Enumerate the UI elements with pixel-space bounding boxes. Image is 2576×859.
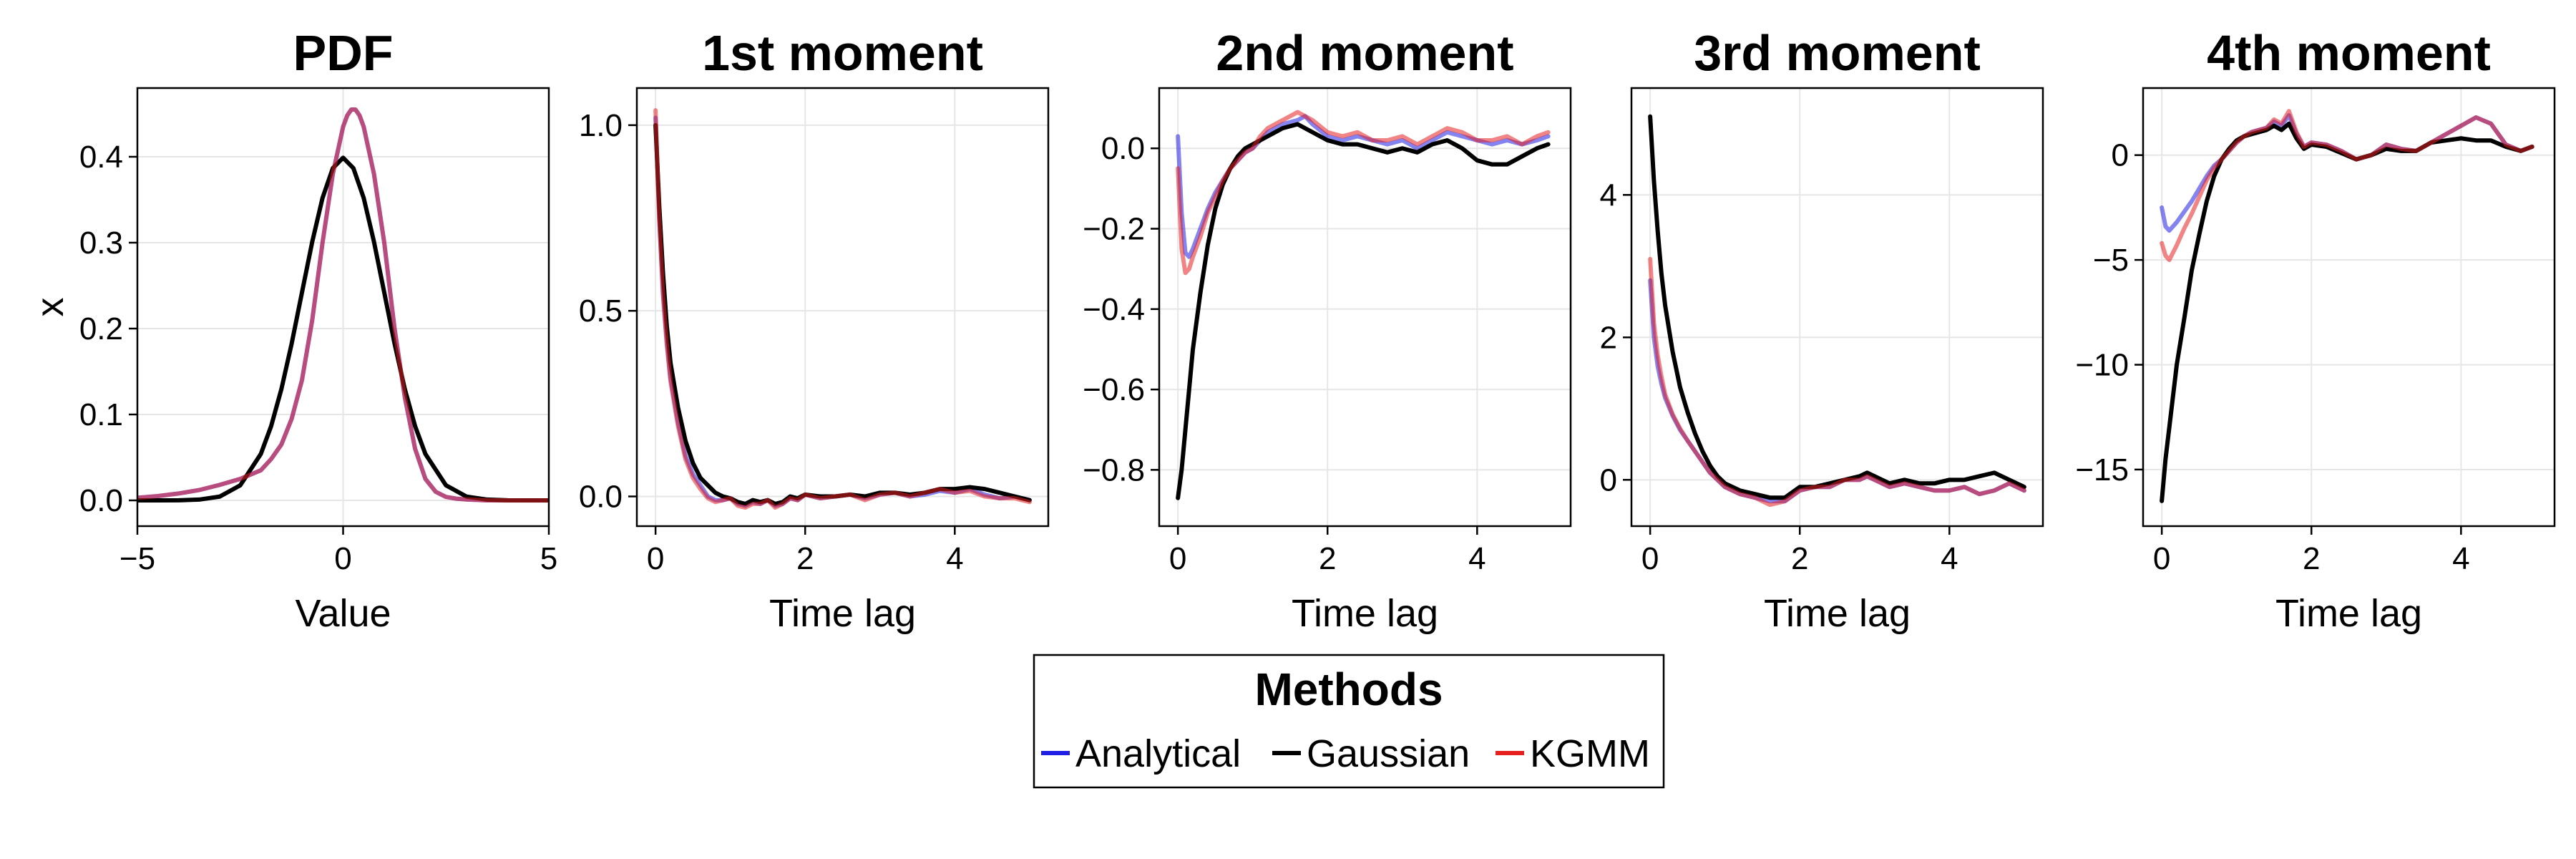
panel-3-ytick-label-3: −0.2 [1083,212,1145,247]
panel-2-line-gaussian [653,122,1032,506]
panel-3-line-kgmm [1176,110,1551,276]
panel-4-frame [1630,87,2044,528]
panel-2-ytick-label-2: 1.0 [579,108,623,143]
panel-3-ytick-label-2: −0.4 [1083,292,1145,327]
panel-1-ytick-label-3: 0.3 [79,225,123,261]
panel-5-title: 4th moment [2207,25,2491,81]
panel-2-frame [635,87,1050,528]
legend: Methods Analytical Gaussian KGMM [1033,654,1665,789]
panel-4-line-kgmm [1648,256,2026,508]
panel-2-ytick-label-0: 0.0 [579,480,623,515]
panel-5-ytick-label-1: −10 [2075,348,2129,383]
legend-title: Methods [1254,664,1443,715]
panel-3-title: 2nd moment [1216,25,1513,81]
panel-3-ytick-label-0: −0.8 [1083,452,1145,487]
panel-3-line-gaussian [1176,122,1551,500]
panel-5-series [2160,109,2534,503]
panel-3-series [1176,110,1551,500]
panel-2-xtick-label-1: 2 [796,541,814,576]
panel-5-frame [2142,87,2556,528]
panel-5-line-kgmm [2160,109,2534,263]
panel-2-line-kgmm [653,108,1032,510]
panel-5-ytick-label-0: −15 [2075,452,2129,487]
panel-5-xtick-label-2: 4 [2452,541,2469,576]
panel-1-ytick-label-0: 0.0 [79,483,123,518]
panel-2-xtick-label-0: 0 [647,541,664,576]
panel-5-line-gaussian [2160,121,2534,503]
legend-label-kgmm: KGMM [1530,732,1650,775]
panel-5: 0 2 4 −15 −10 −5 0 4th moment Time lag [2075,25,2556,635]
panel-5-xtick-label-1: 2 [2303,541,2320,576]
panel-4: 0 2 4 0 2 4 3rd moment Time lag [1600,25,2044,635]
panel-3-xtick-label-1: 2 [1319,541,1336,576]
panel-1-line-kgmm [137,107,549,503]
panel-1-xtick-label-1: 0 [334,541,351,576]
panel-2-ytick-label-1: 0.5 [579,293,623,329]
panel-2-xtick-label-2: 4 [946,541,963,576]
panel-4-line-gaussian [1648,114,2026,500]
panel-1-xtick-label-2: 5 [540,541,557,576]
panel-3-xtick-label-0: 0 [1169,541,1186,576]
panel-1-line-gaussian [137,155,549,503]
panel-3-frame [1158,87,1572,528]
panel-4-ytick-label-2: 4 [1600,178,1617,213]
panel-3-ytick-label-4: 0.0 [1101,131,1145,166]
panel-2-title: 1st moment [702,25,983,81]
panel-1-xlabel: Value [295,592,391,635]
panel-5-ytick-label-3: 0 [2112,138,2129,173]
panel-2: 0 2 4 0.0 0.5 1.0 1st moment Time lag [579,25,1050,635]
panel-4-ytick-label-1: 2 [1600,320,1617,355]
panel-1-ylabel: x [29,298,72,317]
panel-4-ytick-label-0: 0 [1600,462,1617,498]
panel-4-xtick-label-2: 4 [1941,541,1958,576]
legend-label-analytical: Analytical [1075,732,1241,775]
panels: −5 0 5 0.0 0.1 0.2 0.3 0.4 PDF Value x 0 2 4 0.0 0.5 1.0… [29,25,2556,635]
panel-4-series [1648,114,2026,508]
panel-1-series [137,107,549,503]
panel-3: 0 2 4 −0.8 −0.6 −0.4 −0.2 0.0 2nd moment Time lag [1083,25,1572,635]
legend-label-gaussian: Gaussian [1307,732,1470,775]
panel-1-ytick-label-4: 0.4 [79,140,123,175]
panel-2-line-analytical [653,115,1032,508]
panel-5-xlabel: Time lag [2275,592,2422,635]
panel-1-xtick-label-0: −5 [119,541,155,576]
panel-5-xtick-label-0: 0 [2153,541,2170,576]
panel-1-ytick-label-1: 0.1 [79,397,123,432]
panel-1-title: PDF [293,25,394,81]
panel-2-series [653,108,1032,510]
legend-frame [1033,654,1665,789]
panel-4-xtick-label-0: 0 [1641,541,1659,576]
panel-3-xtick-label-2: 4 [1468,541,1485,576]
panel-3-ytick-label-1: −0.6 [1083,372,1145,407]
panel-1: −5 0 5 0.0 0.1 0.2 0.3 0.4 PDF Value x [29,25,557,635]
panel-2-xlabel: Time lag [769,592,916,635]
panel-4-title: 3rd moment [1694,25,1981,81]
panel-4-xtick-label-1: 2 [1791,541,1808,576]
panel-1-ytick-label-2: 0.2 [79,311,123,346]
panel-4-xlabel: Time lag [1764,592,1911,635]
panel-5-ytick-label-2: −5 [2093,243,2129,278]
panel-3-xlabel: Time lag [1292,592,1438,635]
